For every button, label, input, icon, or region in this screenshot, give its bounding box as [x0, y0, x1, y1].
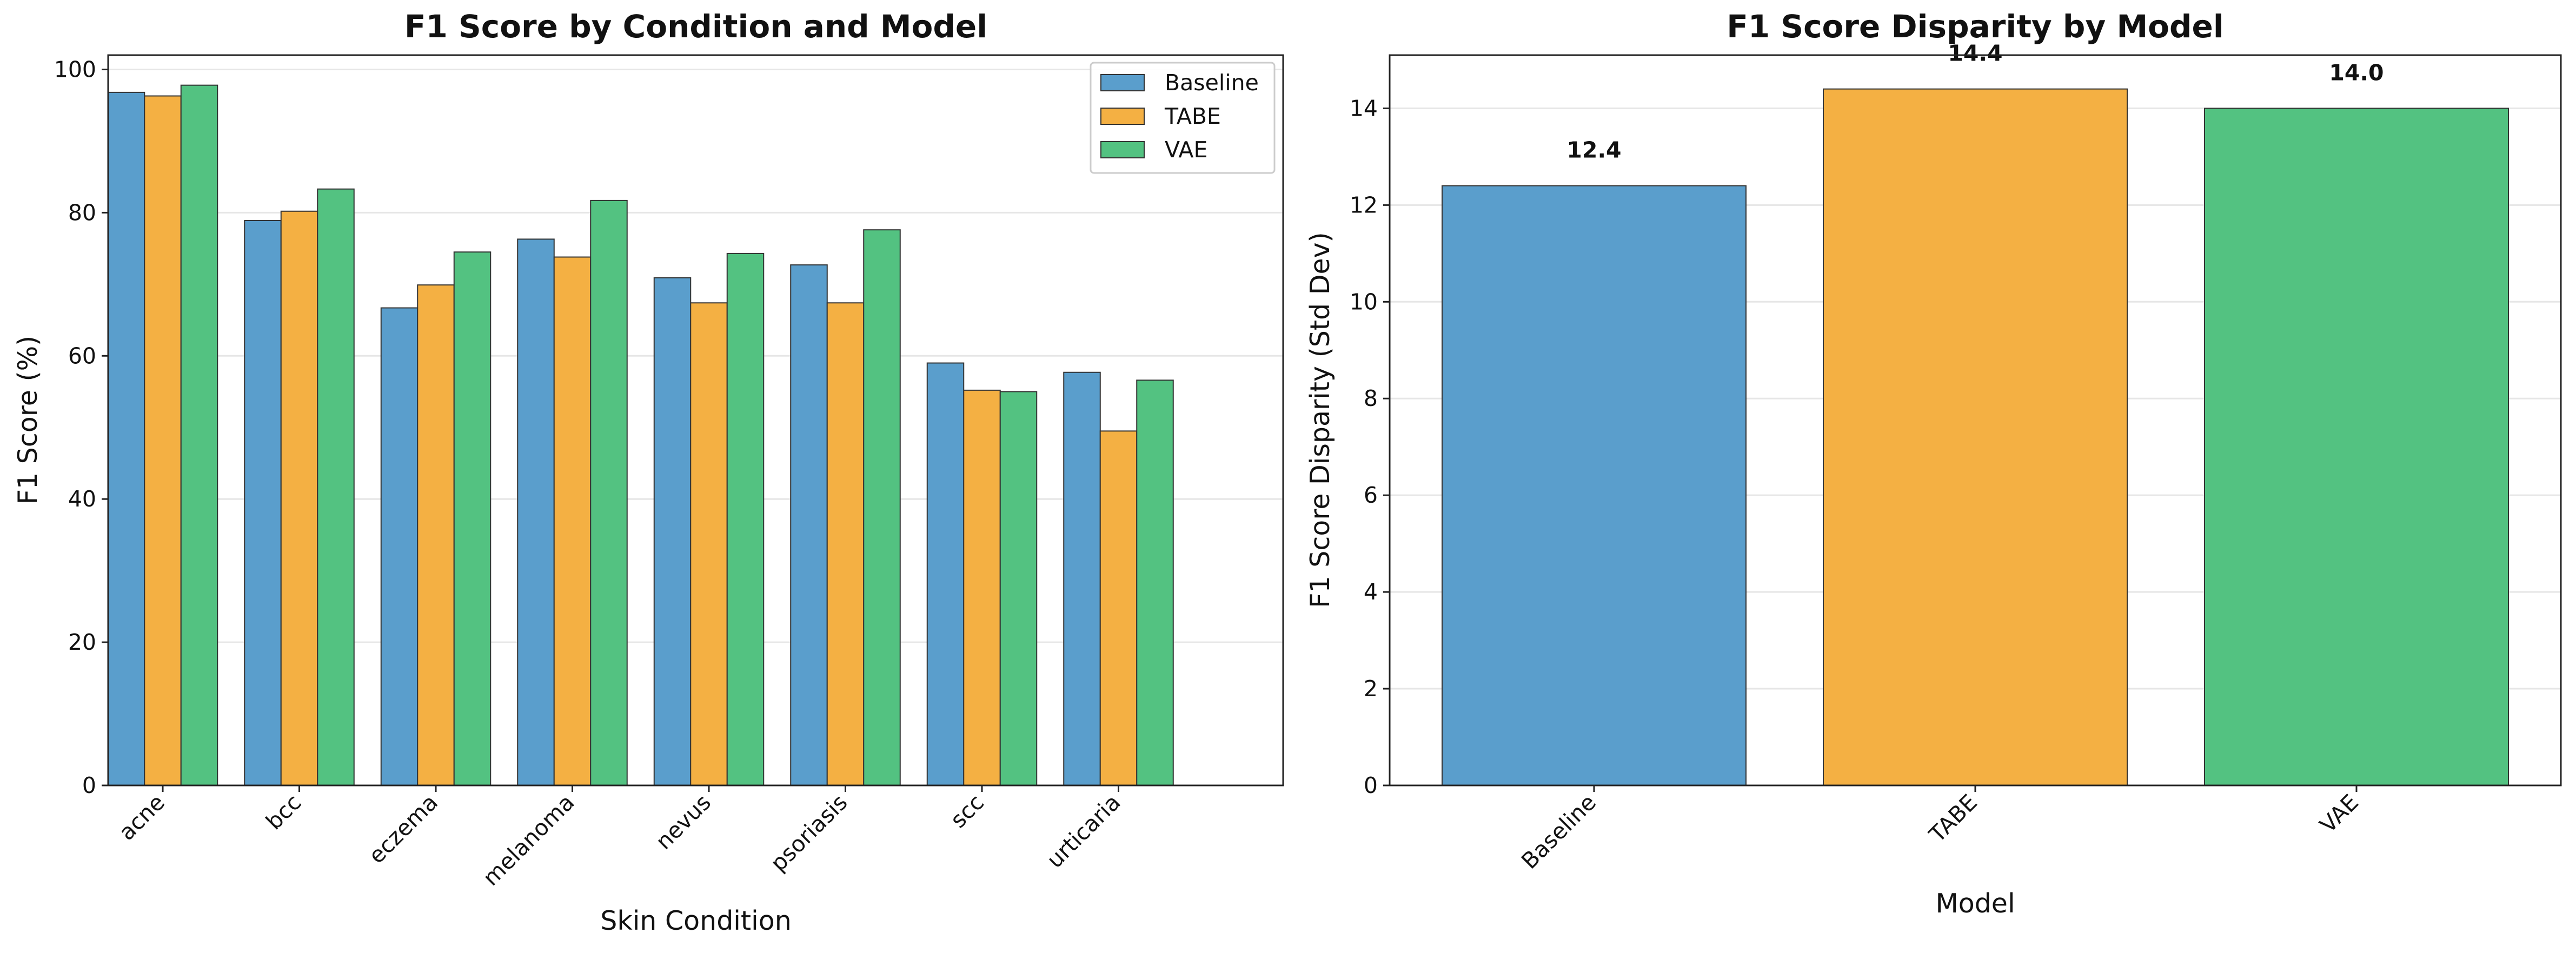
left-x-axis-label: Skin Condition — [600, 905, 792, 936]
left-chart-title: F1 Score by Condition and Model — [404, 8, 987, 45]
bar-nevus-vae — [726, 252, 765, 786]
bar-scc-vae — [999, 391, 1038, 786]
bar-urticaria-tabe — [1099, 430, 1138, 786]
legend-swatch-baseline — [1100, 74, 1145, 91]
x-tick-label-eczema: eczema — [363, 789, 443, 869]
right-x-tick-label-tabe: TABE — [1924, 789, 1982, 848]
right-x-tick-label-baseline: Baseline — [1516, 789, 1601, 874]
right-y-tick-label: 2 — [1364, 676, 1378, 702]
x-tick-label-acne: acne — [114, 789, 170, 845]
disparity-bar-baseline — [1442, 185, 1747, 786]
left-plot-frame — [107, 54, 1284, 787]
bar-urticaria-baseline — [1063, 371, 1101, 786]
disparity-value-label-tabe: 14.4 — [1948, 41, 2002, 66]
bar-psoriasis-tabe — [826, 302, 865, 786]
x-tick-label-melanoma: melanoma — [478, 789, 580, 891]
left-bars — [107, 84, 1174, 787]
disparity-value-label-vae: 14.0 — [2329, 59, 2384, 85]
bar-nevus-baseline — [653, 277, 692, 786]
bar-bcc-vae — [317, 188, 355, 786]
bar-bcc-tabe — [280, 210, 318, 786]
left-y-tick-label: 40 — [68, 486, 96, 512]
right-y-tick-label: 8 — [1364, 385, 1378, 411]
left-y-tick-label: 80 — [68, 199, 96, 225]
left-y-tick-label: 60 — [68, 343, 96, 369]
bar-eczema-tabe — [417, 284, 455, 786]
bar-eczema-vae — [453, 251, 492, 787]
right-x-tick-label-vae: VAE — [2315, 789, 2363, 838]
legend-swatch-vae — [1100, 141, 1145, 158]
right-y-tick-label: 12 — [1350, 192, 1378, 218]
bar-acne-tabe — [144, 95, 182, 786]
bar-scc-baseline — [926, 362, 965, 786]
x-tick-label-nevus: nevus — [650, 789, 716, 855]
bar-psoriasis-vae — [863, 229, 901, 786]
legend-label-tabe: TABE — [1164, 103, 1221, 129]
left-y-tick-label: 20 — [68, 629, 96, 655]
right-y-tick-label: 10 — [1350, 289, 1378, 315]
right-y-tick-label: 0 — [1364, 772, 1378, 798]
legend-label-vae: VAE — [1165, 137, 1207, 163]
right-x-ticks: Baseline TABE VAE — [1516, 785, 2363, 874]
x-tick-label-psoriasis: psoriasis — [765, 789, 852, 876]
right-y-ticks: 0 2 4 6 8 10 12 14 — [1350, 95, 1390, 798]
right-y-tick-label: 4 — [1364, 579, 1378, 605]
right-y-axis-label: F1 Score Disparity (Std Dev) — [1305, 232, 1336, 608]
left-y-ticks: 0 20 40 60 80 100 — [54, 56, 108, 798]
bar-acne-vae — [180, 84, 218, 787]
right-y-tick-label: 14 — [1350, 95, 1378, 121]
right-chart-title: F1 Score Disparity by Model — [1727, 8, 2224, 45]
legend-swatch-tabe — [1100, 108, 1145, 125]
right-y-tick-label: 6 — [1364, 482, 1378, 508]
legend-label-baseline: Baseline — [1165, 70, 1259, 96]
x-tick-label-scc: scc — [945, 789, 989, 833]
disparity-bar-tabe — [1823, 88, 2128, 786]
x-tick-label-urticaria: urticaria — [1041, 789, 1125, 873]
left-chart: F1 Score by Condition and Model 0 20 40 60 8… — [12, 8, 1284, 936]
right-chart: F1 Score Disparity by Model 12.4 14.4 14.0… — [1305, 8, 2562, 919]
bar-psoriasis-baseline — [790, 264, 828, 786]
left-x-ticks: acne bcc eczema melanoma nevus psoriasis scc ur… — [114, 785, 1126, 891]
right-x-axis-label: Model — [1935, 888, 2015, 919]
legend: Baseline TABE VAE — [1090, 62, 1276, 174]
bar-melanoma-tabe — [553, 256, 592, 786]
left-y-tick-label: 100 — [54, 56, 96, 82]
left-y-tick-label: 0 — [82, 772, 96, 798]
left-y-axis-label: F1 Score (%) — [12, 336, 43, 505]
bar-urticaria-vae — [1136, 379, 1174, 786]
bar-nevus-tabe — [690, 302, 728, 786]
bar-bcc-baseline — [244, 219, 282, 786]
bar-melanoma-baseline — [517, 238, 555, 786]
bar-acne-baseline — [107, 91, 145, 786]
disparity-bar-vae — [2204, 108, 2509, 786]
right-bars: 12.4 14.4 14.0 — [1442, 41, 2509, 786]
bar-scc-tabe — [963, 389, 1001, 786]
x-tick-label-bcc: bcc — [261, 789, 306, 835]
bar-eczema-baseline — [380, 307, 419, 786]
bar-melanoma-vae — [590, 199, 628, 786]
disparity-value-label-baseline: 12.4 — [1566, 137, 1621, 163]
